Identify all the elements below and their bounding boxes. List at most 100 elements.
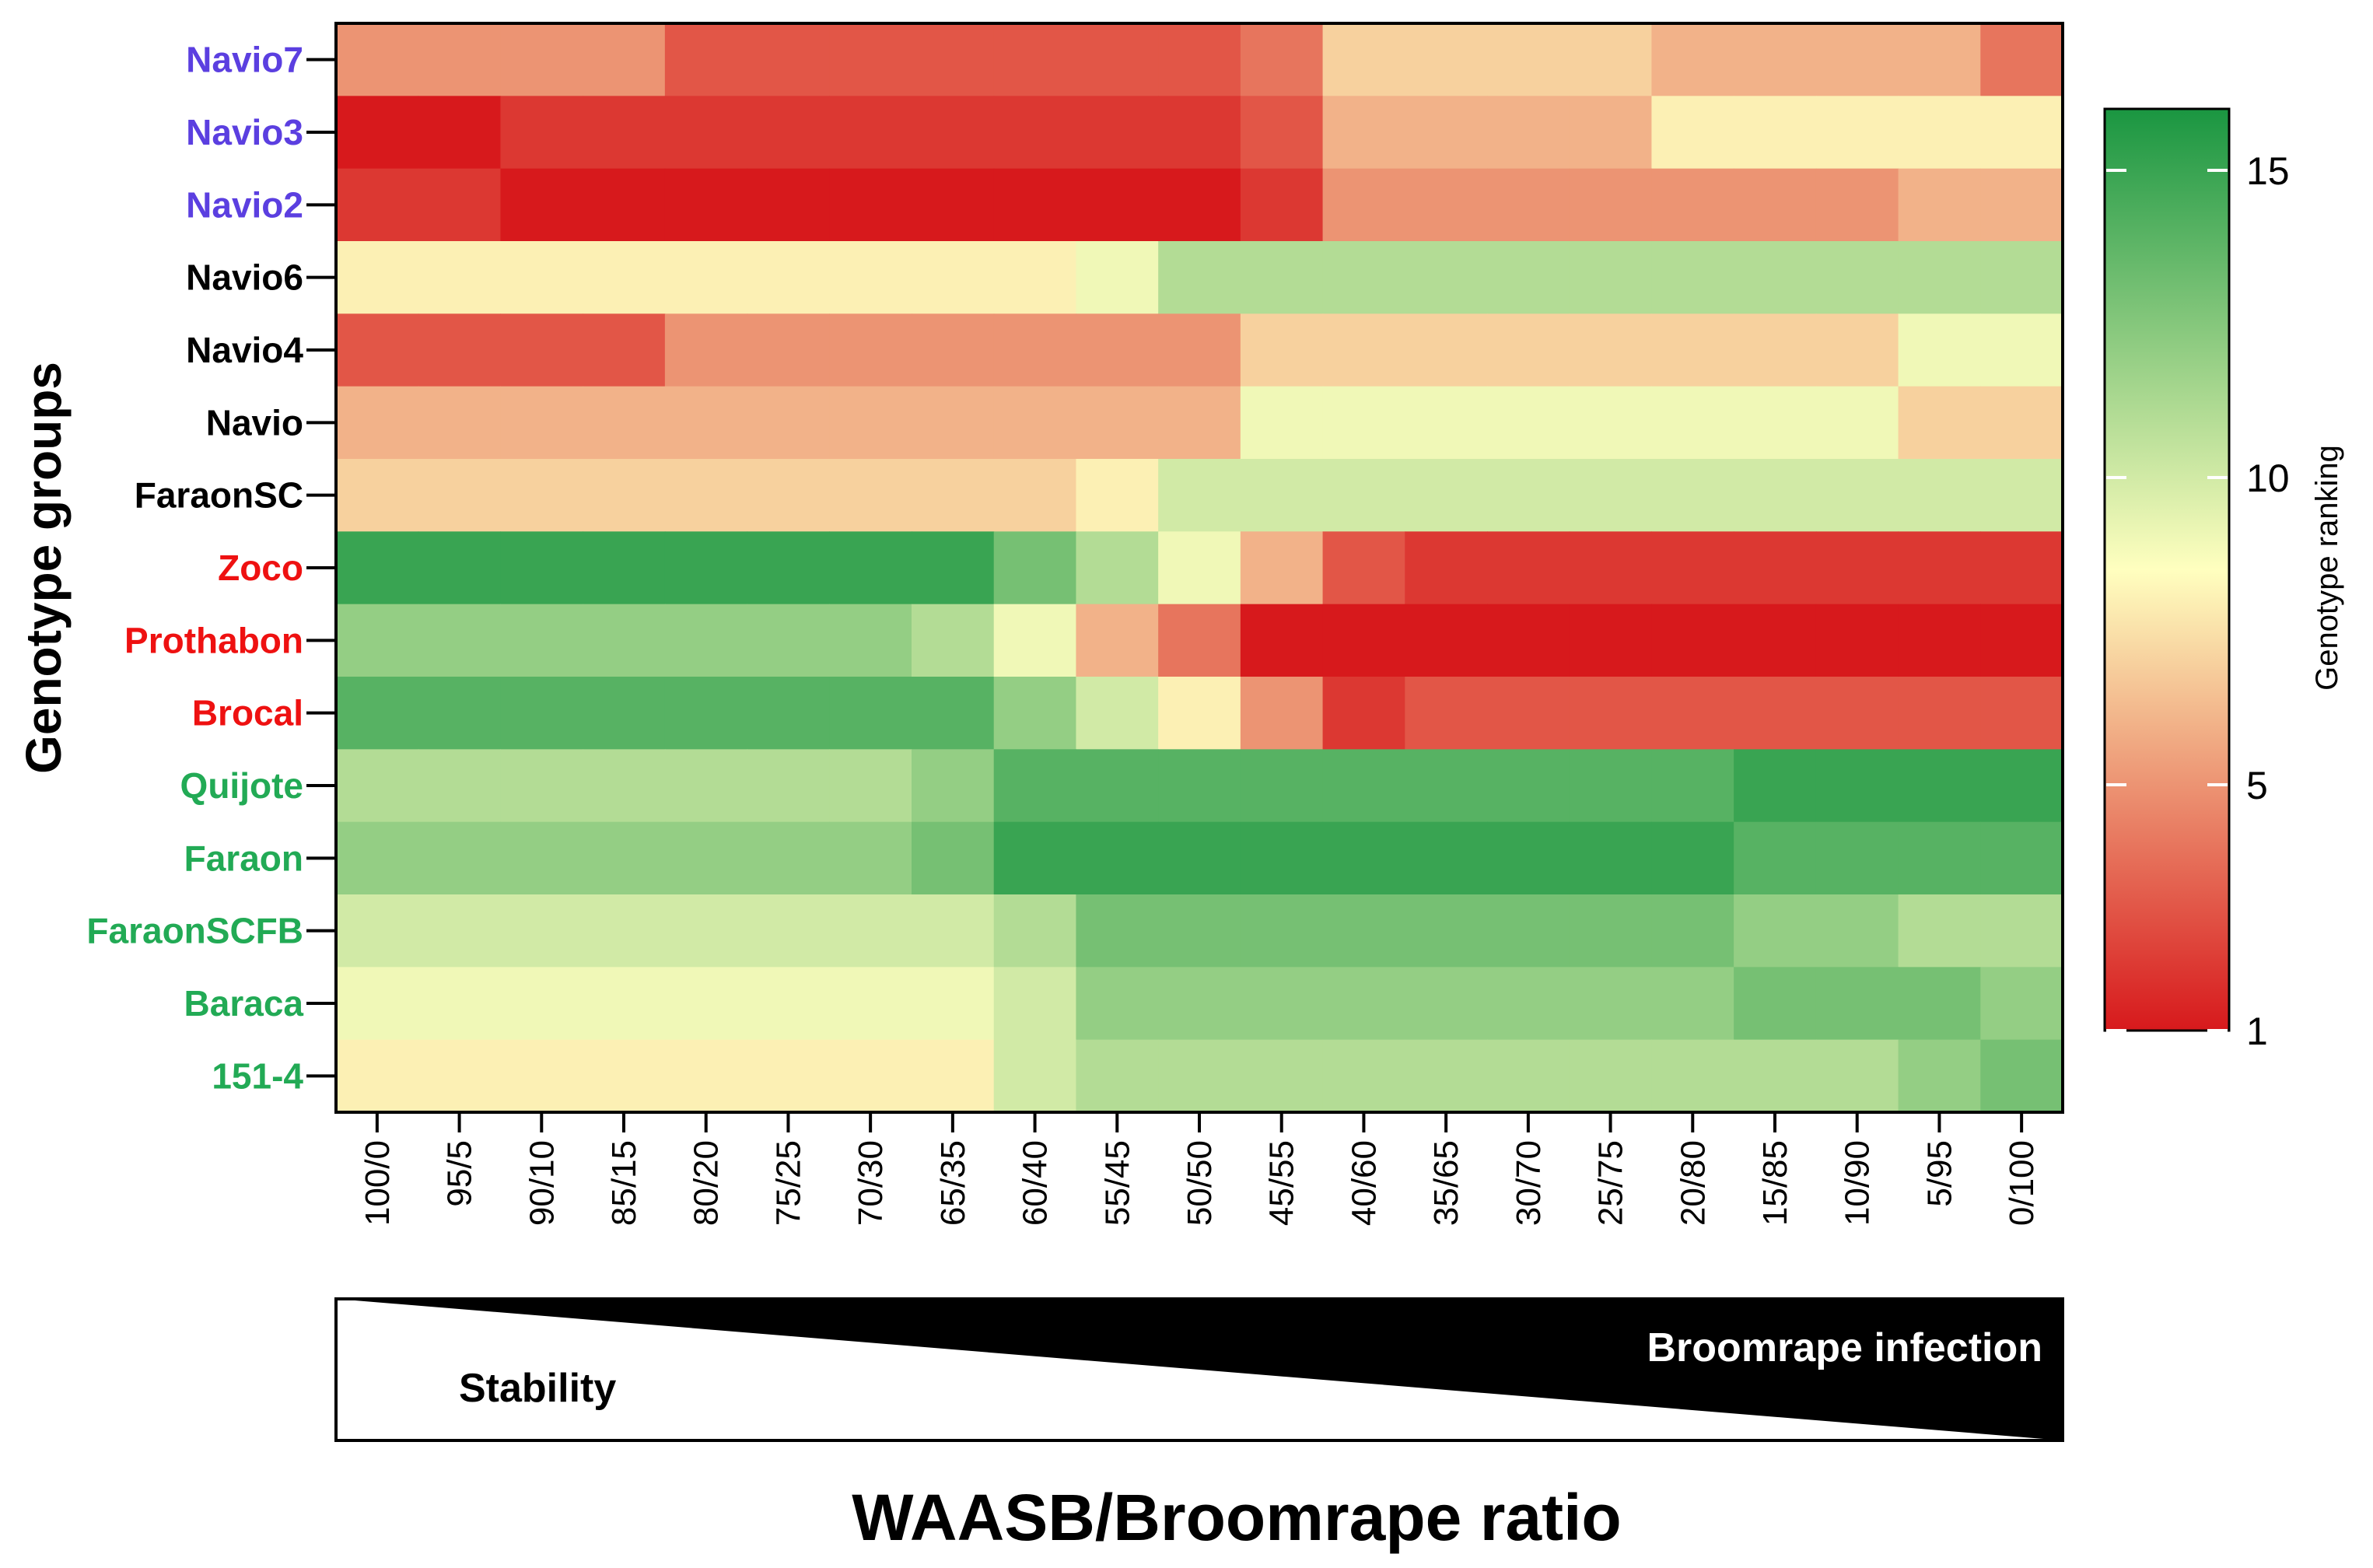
heatmap-cell bbox=[1322, 386, 1405, 460]
heatmap-cell bbox=[829, 1039, 912, 1113]
heatmap-cell bbox=[829, 531, 912, 605]
heatmap-cell bbox=[829, 459, 912, 532]
heatmap-cell bbox=[418, 23, 502, 96]
heatmap-cell bbox=[1076, 749, 1159, 823]
heatmap-cell bbox=[1487, 241, 1570, 314]
heatmap-cell bbox=[1980, 23, 2063, 96]
heatmap-cell bbox=[1487, 677, 1570, 750]
heatmap-cell bbox=[1898, 23, 1981, 96]
heatmap-cell bbox=[500, 967, 583, 1041]
row-label: Quijote bbox=[180, 765, 303, 806]
column-labels: 100/0 95/5 90/10 85/15 80/20 75/25 70/30 65/35 6… bbox=[359, 1140, 2041, 1226]
heatmap-cell bbox=[500, 241, 583, 314]
heatmap-cell bbox=[1980, 313, 2063, 387]
heatmap-cell bbox=[747, 749, 830, 823]
heatmap-cell bbox=[1322, 96, 1405, 170]
heatmap-cell bbox=[583, 1039, 666, 1113]
heatmap-cell bbox=[1980, 459, 2063, 532]
heatmap-cell bbox=[1240, 677, 1324, 750]
heatmap-cell bbox=[664, 386, 748, 460]
heatmap-cell bbox=[583, 96, 666, 170]
heatmap-cell bbox=[1815, 386, 1899, 460]
heatmap-cell bbox=[664, 821, 748, 895]
heatmap-cell bbox=[1651, 313, 1734, 387]
heatmap-cell bbox=[1076, 23, 1159, 96]
heatmap-cell bbox=[1734, 168, 1817, 242]
heatmap-cell bbox=[1487, 96, 1570, 170]
heatmap-cell bbox=[418, 677, 502, 750]
row-label: FaraonSC bbox=[135, 475, 303, 516]
heatmap-cell bbox=[1815, 531, 1899, 605]
row-label: Navio4 bbox=[186, 330, 303, 370]
heatmap-cell bbox=[1569, 604, 1653, 677]
heatmap-cell bbox=[1076, 459, 1159, 532]
heatmap-cell bbox=[1569, 459, 1653, 532]
heatmap-cell bbox=[1898, 894, 1981, 968]
heatmap-cell bbox=[829, 821, 912, 895]
heatmap-cell bbox=[1076, 894, 1159, 968]
heatmap-cell bbox=[664, 967, 748, 1041]
heatmap-cell bbox=[336, 241, 419, 314]
heatmap-cell bbox=[1076, 386, 1159, 460]
heatmap-cell bbox=[1487, 749, 1570, 823]
heatmap-cell bbox=[583, 313, 666, 387]
heatmap-cell bbox=[500, 677, 583, 750]
heatmap-cell bbox=[747, 967, 830, 1041]
heatmap-cell bbox=[1158, 967, 1241, 1041]
heatmap-cell bbox=[1076, 1039, 1159, 1113]
heatmap-cell bbox=[1240, 749, 1324, 823]
heatmap-cell bbox=[664, 23, 748, 96]
heatmap-cell bbox=[1158, 96, 1241, 170]
heatmap-cell bbox=[747, 23, 830, 96]
heatmap-cell bbox=[418, 96, 502, 170]
heatmap-cell bbox=[1569, 894, 1653, 968]
heatmap-cell bbox=[912, 604, 995, 677]
heatmap-cell bbox=[1569, 677, 1653, 750]
heatmap-cell bbox=[664, 1039, 748, 1113]
row-label: Prothabon bbox=[124, 620, 303, 660]
heatmap-cell bbox=[1898, 967, 1981, 1041]
heatmap-cell bbox=[1898, 386, 1981, 460]
heatmap-cell bbox=[1569, 967, 1653, 1041]
heatmap-cell bbox=[912, 967, 995, 1041]
heatmap-cell bbox=[1651, 967, 1734, 1041]
heatmap-cell bbox=[1487, 168, 1570, 242]
row-label: Zoco bbox=[218, 548, 303, 588]
heatmap-cell bbox=[747, 821, 830, 895]
heatmap-cell bbox=[747, 168, 830, 242]
heatmap-cell bbox=[1734, 821, 1817, 895]
heatmap-cell bbox=[1158, 677, 1241, 750]
heatmap-cell bbox=[583, 677, 666, 750]
heatmap-cell bbox=[1158, 821, 1241, 895]
column-label: 70/30 bbox=[852, 1140, 890, 1226]
colorbar-tick-label: 10 bbox=[2246, 457, 2290, 500]
heatmap-cell bbox=[336, 604, 419, 677]
heatmap-cell bbox=[1322, 313, 1405, 387]
heatmap-cell bbox=[1980, 894, 2063, 968]
column-label: 100/0 bbox=[359, 1140, 397, 1226]
heatmap-cell bbox=[747, 677, 830, 750]
heatmap-cell bbox=[1898, 459, 1981, 532]
heatmap-cell bbox=[1487, 894, 1570, 968]
heatmap-cell bbox=[1980, 967, 2063, 1041]
heatmap-cell bbox=[993, 241, 1077, 314]
heatmap-cell bbox=[993, 459, 1077, 532]
row-labels: Navio7 Navio3 Navio2 Navio6 Navio4 Navio Farao… bbox=[86, 40, 303, 1097]
colorbar-tick-label: 5 bbox=[2246, 764, 2268, 807]
column-label: 60/40 bbox=[1017, 1140, 1055, 1226]
heatmap-cell bbox=[1815, 749, 1899, 823]
column-ticks bbox=[375, 1112, 2024, 1132]
heatmap-cell bbox=[1076, 604, 1159, 677]
heatmap-cell bbox=[1322, 168, 1405, 242]
heatmap-cell bbox=[993, 168, 1077, 242]
row-label: Navio7 bbox=[186, 40, 303, 80]
column-label: 80/20 bbox=[688, 1140, 726, 1226]
heatmap-cell bbox=[993, 313, 1077, 387]
heatmap-cell bbox=[1158, 459, 1241, 532]
heatmap-cell bbox=[1651, 386, 1734, 460]
heatmap-cell bbox=[1076, 241, 1159, 314]
heatmap-cell bbox=[1980, 531, 2063, 605]
heatmap-cell bbox=[993, 821, 1077, 895]
